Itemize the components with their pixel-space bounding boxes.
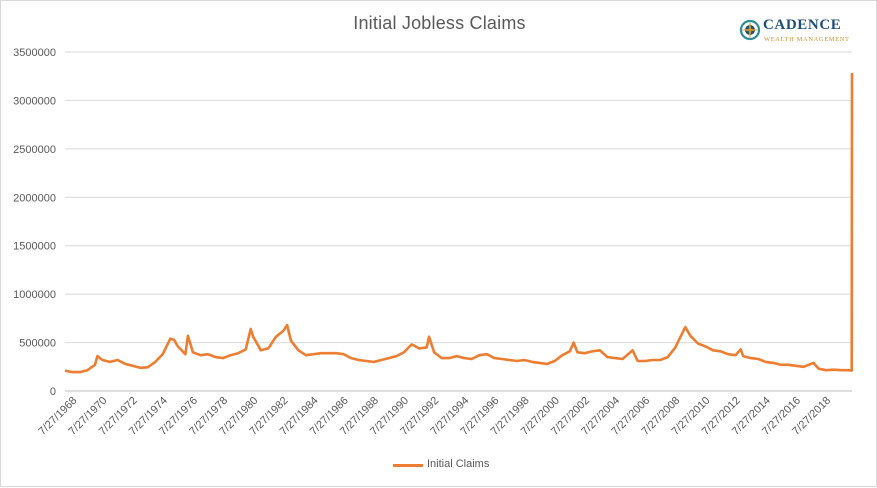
cadence-logo: CADENCE WEALTH MANAGEMENT [739, 16, 849, 50]
chart-title: Initial Jobless Claims [353, 13, 526, 33]
legend-label: Initial Claims [427, 458, 490, 470]
series-layer [64, 72, 854, 374]
gridlines [65, 51, 852, 392]
y-tick-label: 2500000 [13, 144, 56, 156]
y-tick-label: 0 [50, 386, 56, 398]
x-axis-ticks: 7/27/19687/27/19707/27/19727/27/19747/27… [36, 395, 833, 438]
y-tick-label: 3000000 [13, 95, 56, 107]
y-axis-ticks: 0 500000 1000000 1500000 2000000 2500000 30000… [13, 47, 56, 398]
y-tick-label: 3500000 [13, 47, 56, 59]
y-tick-label: 1500000 [13, 241, 56, 253]
legend-swatch [393, 464, 423, 467]
y-tick-label: 2000000 [13, 192, 56, 204]
compass-icon [739, 19, 761, 41]
logo-tagline: WEALTH MANAGEMENT [764, 36, 850, 43]
y-tick-label: 500000 [19, 338, 56, 350]
logo-wordmark: CADENCE [763, 17, 842, 33]
series-line-initial-claims [64, 72, 854, 374]
y-tick-label: 1000000 [13, 289, 56, 301]
